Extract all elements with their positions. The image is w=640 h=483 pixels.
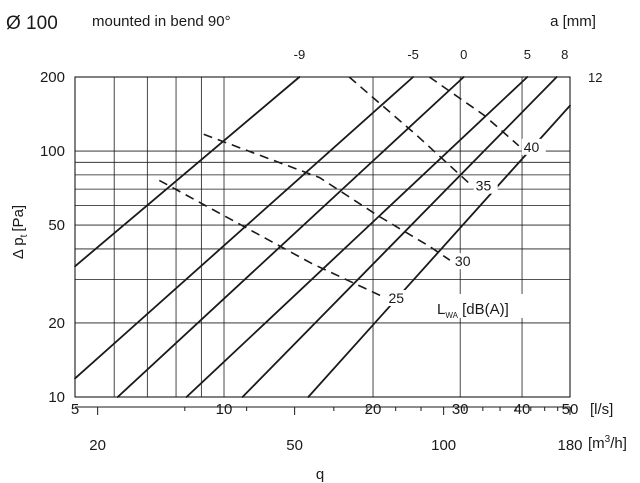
lwa-series-line: [428, 76, 520, 147]
lwa-label-background: [521, 138, 546, 155]
a-series-label: -5: [407, 47, 419, 62]
x2-tick-label: 50: [286, 437, 303, 454]
tick-marks: [75, 406, 571, 415]
lwa-title-tail: [dB(A)]: [458, 301, 509, 318]
a-series-line: [241, 76, 558, 398]
x-tick-label: 20: [365, 401, 382, 418]
lwa-title-subscript: WA: [445, 311, 458, 320]
lwa-series-label: 30: [455, 253, 471, 269]
lwa-label-background: [452, 253, 477, 270]
y-tick-label: 100: [40, 143, 65, 160]
x-tick-label: 5: [71, 401, 79, 418]
tick-labels: 5 10 20 30 40 50 20 50 100 180 10 20 50 100 200 -9 -5 0 5 8…: [40, 47, 603, 454]
a-series-label: 8: [561, 47, 568, 62]
x2-tick-label: 100: [431, 437, 456, 454]
y-tick-label: 10: [48, 389, 65, 406]
y-axis-label-subscript: t: [19, 234, 30, 237]
lwa-series-label: 25: [389, 290, 405, 306]
lwa-title-base: L: [437, 301, 445, 318]
plot-frame: [74, 76, 571, 398]
y-tick-label: 200: [40, 69, 65, 86]
a-axis-title: a [mm]: [550, 13, 596, 30]
a-series-line: [185, 76, 529, 398]
y-axis-label-unit: [Pa]: [10, 205, 27, 232]
a-series-label: 0: [460, 47, 467, 62]
lwa-series-label: 40: [524, 139, 540, 155]
a-series-label: -9: [294, 47, 306, 62]
x2-tick-label: 20: [89, 437, 106, 454]
lwa-label-background: [432, 294, 532, 318]
x-tick-label: 40: [514, 401, 531, 418]
x-axis-label: q: [316, 466, 324, 483]
x-tick-label: 10: [216, 401, 233, 418]
a-series-line: [74, 76, 414, 380]
chart-subtitle: mounted in bend 90°: [92, 13, 231, 30]
y-tick-label: 20: [48, 315, 65, 332]
x2-unit-tail: /h]: [610, 435, 627, 452]
x-tick-label: 30: [452, 401, 469, 418]
a-series-label: 5: [524, 47, 531, 62]
x2-unit-base: [m: [588, 435, 605, 452]
y-tick-label: 50: [48, 217, 65, 234]
chart-title: Ø 100: [6, 13, 58, 34]
lwa-series-line: [203, 133, 451, 261]
lwa-series-line: [158, 179, 384, 298]
lwa-series-label: 35: [476, 178, 492, 194]
y-axis-label: Δ pt [Pa]: [10, 205, 30, 259]
lwa-series-line: [348, 76, 472, 186]
x-tick-label: 50: [562, 401, 579, 418]
a-series-line: [74, 76, 301, 268]
lwa-label-background: [473, 177, 498, 194]
x-axis-unit: [l/s]: [590, 401, 613, 418]
lwa-series-title: LWA [dB(A)]: [437, 301, 509, 320]
y-axis-label-base: Δ p: [10, 237, 27, 259]
a-series-label: 12: [588, 70, 602, 85]
lwa-label-background: [386, 290, 411, 307]
x2-unit-superscript: 3: [605, 434, 611, 445]
series-lines: [74, 76, 571, 398]
x2-tick-label: 180: [557, 437, 582, 454]
a-series-line: [116, 76, 465, 398]
x2-axis-unit: [m3/h]: [588, 434, 627, 452]
